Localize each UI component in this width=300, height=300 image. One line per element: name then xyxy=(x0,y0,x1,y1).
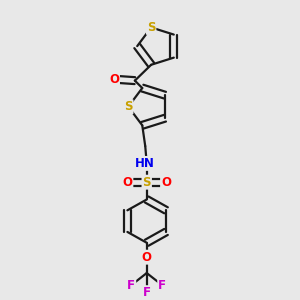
Text: S: S xyxy=(124,100,133,113)
Text: S: S xyxy=(142,176,151,189)
Text: F: F xyxy=(143,286,151,299)
Text: O: O xyxy=(122,176,132,189)
Text: O: O xyxy=(109,73,119,86)
Text: HN: HN xyxy=(135,157,155,170)
Text: F: F xyxy=(127,279,135,292)
Text: O: O xyxy=(142,251,152,264)
Text: F: F xyxy=(158,279,166,292)
Text: S: S xyxy=(147,21,155,34)
Text: O: O xyxy=(161,176,171,189)
